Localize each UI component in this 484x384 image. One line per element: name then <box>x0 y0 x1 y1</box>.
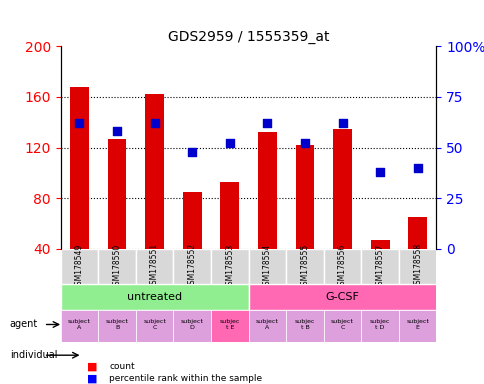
Bar <box>370 240 389 249</box>
Point <box>226 141 233 147</box>
Bar <box>145 94 164 249</box>
Point <box>338 120 346 126</box>
Text: subject
B: subject B <box>106 319 128 329</box>
FancyBboxPatch shape <box>323 310 361 342</box>
FancyBboxPatch shape <box>60 284 248 310</box>
FancyBboxPatch shape <box>98 249 136 284</box>
FancyBboxPatch shape <box>286 310 323 342</box>
Text: subject
D: subject D <box>181 319 203 329</box>
Text: ■: ■ <box>87 373 98 383</box>
FancyBboxPatch shape <box>398 310 436 342</box>
FancyBboxPatch shape <box>248 310 286 342</box>
Text: subject
A: subject A <box>68 319 91 329</box>
Text: GSM178555: GSM178555 <box>300 243 309 290</box>
FancyBboxPatch shape <box>398 249 436 284</box>
Point <box>76 120 83 126</box>
Point <box>188 149 196 155</box>
FancyBboxPatch shape <box>248 249 286 284</box>
Bar <box>107 139 126 249</box>
Point <box>113 128 121 134</box>
Text: subject
A: subject A <box>256 319 278 329</box>
Bar <box>333 129 351 249</box>
Bar <box>257 132 276 249</box>
Text: percentile rank within the sample: percentile rank within the sample <box>109 374 262 383</box>
Text: agent: agent <box>10 319 38 329</box>
FancyBboxPatch shape <box>60 249 98 284</box>
Text: subjec
t E: subjec t E <box>219 319 240 329</box>
Text: G-CSF: G-CSF <box>325 292 359 302</box>
FancyBboxPatch shape <box>286 249 323 284</box>
Text: subject
E: subject E <box>406 319 428 329</box>
Text: GSM178553: GSM178553 <box>225 243 234 290</box>
Bar <box>220 182 239 249</box>
FancyBboxPatch shape <box>98 310 136 342</box>
FancyBboxPatch shape <box>173 249 211 284</box>
Bar <box>182 192 201 249</box>
Text: GSM178551: GSM178551 <box>150 243 159 290</box>
Text: subject
C: subject C <box>331 319 353 329</box>
FancyBboxPatch shape <box>361 310 398 342</box>
Bar <box>295 145 314 249</box>
FancyBboxPatch shape <box>136 310 173 342</box>
FancyBboxPatch shape <box>136 249 173 284</box>
Text: untreated: untreated <box>127 292 182 302</box>
Point <box>263 120 271 126</box>
Point <box>151 120 158 126</box>
Text: GSM178549: GSM178549 <box>75 243 84 290</box>
Text: subjec
t D: subjec t D <box>369 319 390 329</box>
Text: GSM178556: GSM178556 <box>337 243 347 290</box>
FancyBboxPatch shape <box>361 249 398 284</box>
Text: GSM178557: GSM178557 <box>375 243 384 290</box>
Bar <box>70 87 89 249</box>
Text: subject
C: subject C <box>143 319 166 329</box>
FancyBboxPatch shape <box>173 310 211 342</box>
Text: GSM178554: GSM178554 <box>262 243 272 290</box>
Point <box>413 165 421 171</box>
FancyBboxPatch shape <box>211 249 248 284</box>
Title: GDS2959 / 1555359_at: GDS2959 / 1555359_at <box>167 30 329 44</box>
Bar <box>408 217 426 249</box>
FancyBboxPatch shape <box>248 284 436 310</box>
Text: GSM178558: GSM178558 <box>412 243 422 290</box>
Point <box>301 141 308 147</box>
Point <box>376 169 383 175</box>
Text: ■: ■ <box>87 362 98 372</box>
Text: GSM178550: GSM178550 <box>112 243 121 290</box>
Text: individual: individual <box>10 350 57 360</box>
Text: count: count <box>109 362 135 371</box>
FancyBboxPatch shape <box>60 310 98 342</box>
FancyBboxPatch shape <box>323 249 361 284</box>
Text: subjec
t B: subjec t B <box>294 319 315 329</box>
FancyBboxPatch shape <box>211 310 248 342</box>
Text: GSM178552: GSM178552 <box>187 243 197 290</box>
